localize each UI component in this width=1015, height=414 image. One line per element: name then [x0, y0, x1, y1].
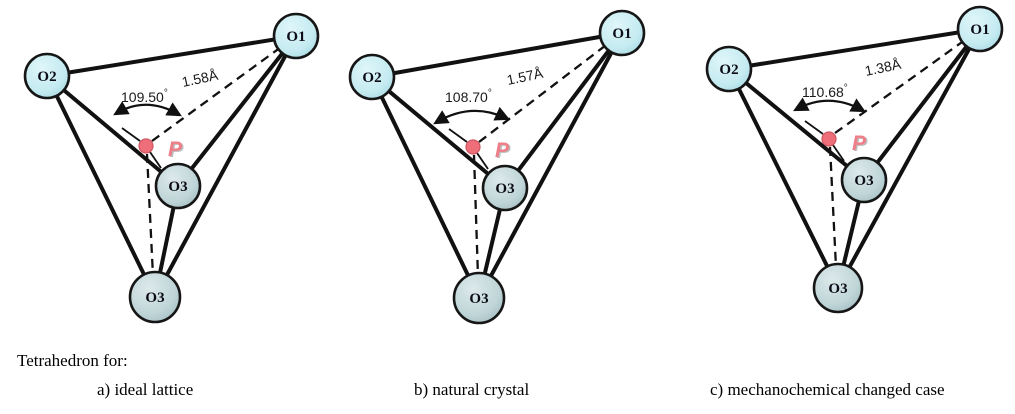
diagram-mechanochemical-case: O2 O1 O3 O3 110.68° 1.38Å P: [705, 5, 1004, 314]
atom-o3-bottom: [128, 270, 182, 324]
atom-label-o2: O2: [362, 70, 381, 86]
p-bond-stubs: [448, 128, 489, 170]
caption-intro: Tetrahedron for:: [17, 351, 128, 370]
dashed-bonds: [828, 34, 973, 268]
atom-o1: [956, 5, 1004, 53]
atom-label-o2: O2: [719, 62, 738, 78]
atom-label-o2: O2: [37, 69, 56, 85]
atoms: [705, 5, 1004, 314]
tetrahedron-edges: [727, 27, 982, 290]
atom-o3-bottom: [812, 262, 864, 314]
atom-label-p: P: [852, 132, 867, 155]
angle-arc: [113, 101, 182, 117]
caption-ideal-lattice: a) ideal lattice: [97, 380, 194, 399]
atom-label-p: P: [168, 138, 183, 161]
bond-length-label: 1.58Å: [180, 67, 220, 90]
atoms: [23, 12, 320, 324]
atom-label-o1: O1: [286, 29, 305, 45]
atom-o3-front: [154, 162, 202, 210]
caption-natural-crystal: b) natural crystal: [414, 380, 530, 399]
atom-label-o3-bottom: O3: [828, 281, 847, 297]
atom-label-o3-front: O3: [495, 181, 514, 197]
bond-length-label: 1.57Å: [505, 65, 545, 88]
atom-label-p: P: [495, 139, 510, 162]
atoms: [348, 9, 646, 325]
atom-p-dot: [821, 131, 837, 147]
angle-label: 109.50°: [121, 88, 168, 105]
atom-o3-front: [840, 156, 888, 204]
atom-label-o3-bottom: O3: [145, 290, 164, 306]
atom-label-o3-front: O3: [168, 179, 187, 195]
angle-label: 108.70°: [445, 88, 492, 105]
bond-length-label: 1.38Å: [863, 56, 903, 79]
tetrahedron-edges: [370, 31, 624, 300]
atom-o3-front: [481, 164, 529, 212]
p-bond-stubs: [121, 127, 162, 169]
diagram-natural-crystal: O2 O1 O3 O3 108.70° 1.57Å P: [348, 9, 646, 325]
diagram-ideal-lattice: O2 O1 O3 O3 109.50° 1.58Å P: [23, 12, 320, 324]
dashed-bonds: [145, 41, 289, 277]
atom-p-dot: [465, 139, 481, 155]
angle-label: 110.68°: [802, 83, 848, 100]
atom-label-o1: O1: [612, 26, 631, 42]
atom-o3-bottom: [452, 271, 506, 325]
p-bond-stubs: [804, 120, 845, 162]
atom-o2: [23, 52, 71, 100]
atom-o1: [272, 12, 320, 60]
atom-o1: [598, 9, 646, 57]
atom-label-o3-bottom: O3: [469, 291, 488, 307]
atom-label-o3-front: O3: [854, 173, 873, 189]
dashed-bonds: [472, 38, 615, 278]
caption-mechanochemical-case: c) mechanochemical changed case: [710, 380, 945, 399]
atom-o2: [348, 53, 396, 101]
atom-o2: [705, 45, 753, 93]
angle-arc: [433, 106, 511, 125]
atom-p-dot: [138, 138, 154, 154]
angle-arc: [793, 97, 866, 113]
atom-label-o1: O1: [970, 22, 989, 38]
